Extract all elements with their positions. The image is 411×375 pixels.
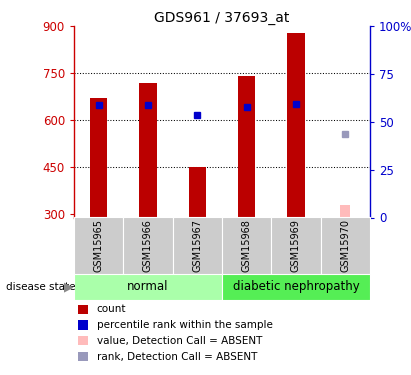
Title: GDS961 / 37693_at: GDS961 / 37693_at	[154, 11, 290, 25]
Text: diabetic nephropathy: diabetic nephropathy	[233, 280, 359, 293]
Bar	[238, 76, 255, 218]
Text: ▶: ▶	[64, 280, 73, 293]
Text: rank, Detection Call = ABSENT: rank, Detection Call = ABSENT	[97, 352, 257, 362]
Text: count: count	[97, 304, 126, 314]
Text: normal: normal	[127, 280, 169, 293]
Bar	[287, 33, 305, 218]
Bar	[189, 167, 206, 217]
Bar	[74, 274, 222, 300]
Bar	[222, 274, 370, 300]
Text: GSM15966: GSM15966	[143, 219, 153, 272]
Text: GSM15970: GSM15970	[340, 219, 350, 272]
Text: value, Detection Call = ABSENT: value, Detection Call = ABSENT	[97, 336, 262, 346]
Text: GSM15968: GSM15968	[242, 219, 252, 272]
Text: GSM15969: GSM15969	[291, 219, 301, 272]
Bar	[271, 217, 321, 274]
Bar	[321, 217, 370, 274]
Bar	[123, 217, 173, 274]
Text: percentile rank within the sample: percentile rank within the sample	[97, 320, 272, 330]
Bar	[173, 217, 222, 274]
Text: disease state: disease state	[6, 282, 76, 292]
Bar	[90, 98, 107, 218]
Bar	[74, 217, 123, 274]
Text: GSM15967: GSM15967	[192, 219, 202, 272]
Bar	[340, 205, 350, 218]
Bar	[222, 217, 271, 274]
Bar	[139, 82, 157, 218]
Text: GSM15965: GSM15965	[94, 219, 104, 272]
